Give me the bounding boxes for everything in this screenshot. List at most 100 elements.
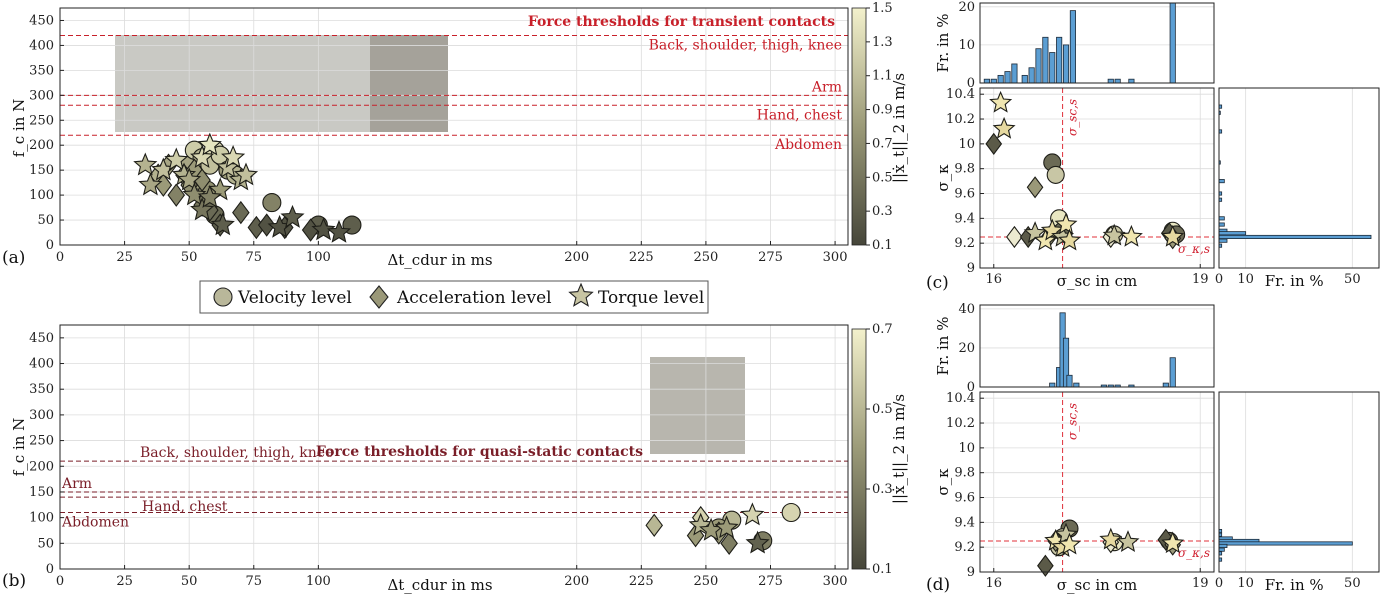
panel-b-title: Force thresholds for quasi-static contac… [316, 444, 643, 460]
legend-box [199, 280, 709, 314]
hist-right-tick-label: 50 [1344, 576, 1361, 591]
hist-top-bar [1073, 382, 1080, 388]
y-tick-label: 9.6 [954, 491, 975, 506]
y-tick-label: 450 [29, 331, 54, 346]
colorbar-tick-label: 1.5 [872, 1, 893, 16]
star-point [1119, 224, 1143, 247]
panel-a-colorbar-ticks: 0.1 0.3 0.5 0.7 0.9 1.1 1.3 1.5 [866, 1, 893, 253]
y-tick-label: 300 [29, 88, 54, 103]
y-tick-label: 50 [37, 536, 54, 551]
y-tick-label: 250 [29, 113, 54, 128]
y-tick-label: 150 [29, 485, 54, 500]
hist-right-frame [1218, 87, 1380, 269]
hist-right-bar [1218, 234, 1372, 240]
x-tick-label: 225 [629, 574, 654, 589]
colorbar-tick-label: 0.1 [872, 238, 893, 253]
star-point [233, 162, 259, 186]
panel-d-label: (d) [926, 575, 950, 595]
panel-c-label: (c) [926, 273, 949, 293]
diamond-point [1037, 554, 1054, 577]
colorbar-tick-label: 0.5 [872, 402, 893, 417]
x-tick-label: 19 [1192, 272, 1209, 287]
scatter-frame [979, 391, 1215, 573]
panel-b: Back, shoulder, thigh, knee Arm Hand, ches… [2, 322, 908, 594]
hist-top-tick-label: 0 [967, 380, 975, 395]
threshold-label: Abdomen [61, 514, 129, 530]
panel-a-colorbar [851, 7, 867, 246]
colorbar-tick-label: 0.7 [872, 136, 893, 151]
panel-b-ylabel: f_c in N [10, 418, 28, 477]
hist-top-bar [1011, 63, 1018, 84]
hist-right-xlabel: Fr. in % [1265, 272, 1324, 290]
colorbar-tick-label: 0.7 [872, 322, 893, 337]
panel-a-thresholds: Back, shoulder, thigh, knee Arm Hand, ches… [60, 34, 848, 153]
panel-a-photos [115, 35, 370, 132]
y-tick-label: 100 [29, 188, 54, 203]
panel-b-ticks: 0 25 50 75 100 200 225 250 275 300 0 50 100 150 200 250… [29, 331, 847, 589]
hist-right-bar [1218, 222, 1225, 227]
hist-top-frame [979, 2, 1215, 84]
hist-top-tick-label: 10 [958, 38, 975, 53]
y-tick-label: 10 [958, 441, 975, 456]
star-point [280, 204, 305, 228]
y-tick-label: 400 [29, 38, 54, 53]
ref-label-x: σ_sc,s [1066, 403, 1080, 440]
diamond-point [1026, 176, 1044, 199]
x-tick-label: 25 [116, 250, 133, 265]
x-tick-label: 200 [564, 250, 589, 265]
xlabel: σ_sc in cm [1057, 272, 1137, 290]
star-point [1116, 530, 1140, 552]
y-tick-label: 9 [967, 565, 975, 580]
panel-a-photo-3 [370, 35, 448, 132]
star-point [164, 147, 189, 171]
ref-label-y: σ_κ,s [1178, 242, 1210, 256]
star-point [745, 530, 770, 554]
y-tick-label: 0 [46, 562, 54, 577]
star-point [182, 182, 207, 206]
diamond-point [257, 213, 276, 237]
panel-b-thresholds: Back, shoulder, thigh, knee Arm Hand, ches… [60, 445, 848, 530]
y-tick-label: 250 [29, 434, 54, 449]
hist-top-tick-label: 40 [958, 302, 975, 317]
panel-a-colorbar-label: ||ẋ_t||_2 in m/s [890, 73, 908, 183]
hist-top-tick-label: 20 [958, 0, 975, 15]
y-tick-label: 100 [29, 511, 54, 526]
xlabel: σ_sc in cm [1057, 576, 1137, 594]
hist-top-bar [1042, 36, 1049, 84]
x-tick-label: 300 [823, 250, 848, 265]
legend-acceleration-label: Acceleration level [396, 288, 552, 308]
threshold-label: Back, shoulder, thigh, knee [649, 37, 842, 53]
diamond-point [232, 200, 250, 225]
panel-a-points [133, 132, 362, 243]
legend-acceleration-marker [369, 285, 389, 309]
y-tick-label: 9 [967, 261, 975, 276]
y-tick-label: 9.8 [954, 466, 975, 481]
x-tick-label: 275 [758, 574, 783, 589]
hist-top-bar [1049, 52, 1056, 84]
hist-right-tick-label: 0 [1215, 576, 1223, 591]
panel-b-label: (b) [2, 571, 26, 591]
hist-right-bar [1218, 238, 1228, 243]
panel-b-colorbar-label: ||ẋ_t||_2 in m/s [890, 394, 908, 504]
y-tick-label: 9.6 [954, 187, 975, 202]
colorbar-tick-label: 0.1 [872, 562, 893, 577]
star-point [1058, 228, 1081, 251]
y-tick-label: 10 [958, 137, 975, 152]
star-point [1161, 224, 1185, 247]
y-tick-label: 200 [29, 459, 54, 474]
hist-right-tick-label: 10 [1237, 272, 1254, 287]
y-tick-label: 9.4 [954, 211, 975, 226]
y-tick-label: 9.2 [954, 236, 975, 251]
hist-right-tick-label: 10 [1237, 576, 1254, 591]
hist-top-bar [1069, 10, 1076, 84]
threshold-label: Arm [61, 476, 92, 492]
hist-top-bar [1066, 374, 1073, 388]
hist-top-tick-label: 20 [958, 341, 975, 356]
colorbar-tick-label: 0.3 [872, 482, 893, 497]
legend: Velocity level Acceleration level Torque… [199, 280, 709, 314]
circle-point [1046, 165, 1065, 184]
star-point [1099, 527, 1123, 550]
panel-b-colorbar-ticks: 0.1 0.3 0.5 0.7 [866, 322, 893, 577]
hist-top-bar [1162, 382, 1169, 388]
panel-b-points [645, 502, 801, 556]
